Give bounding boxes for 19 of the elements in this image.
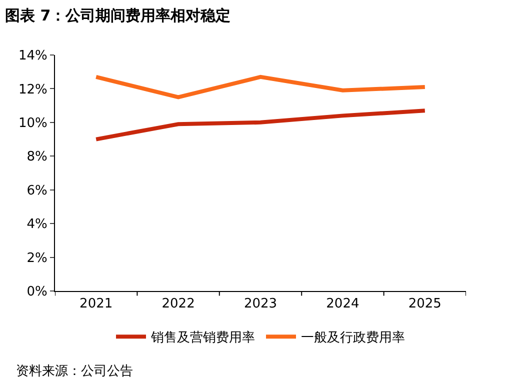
y-tick-label: 12% xyxy=(18,82,48,98)
x-tick-label: 2023 xyxy=(244,296,278,312)
y-tick-label: 10% xyxy=(18,116,48,131)
y-tick-label: 0% xyxy=(26,284,48,300)
y-tick-label: 8% xyxy=(26,150,48,165)
legend-label: 销售及营销费用率 xyxy=(150,330,255,346)
y-tick-label: 14% xyxy=(18,48,48,64)
line-series xyxy=(94,108,427,142)
line-series xyxy=(94,74,427,100)
text: 资料来源：公司公告 xyxy=(16,364,133,379)
x-tick-label: 2022 xyxy=(162,296,195,312)
x-tick-label: 2021 xyxy=(80,296,113,312)
legend-label: 一般及行政费用率 xyxy=(301,330,405,346)
x-tick-label: 2024 xyxy=(326,296,360,312)
y-tick-label: 6% xyxy=(26,183,48,198)
y-tick-label: 2% xyxy=(26,250,48,266)
x-tick-label: 2025 xyxy=(408,296,442,312)
chart-title: 图表 7：公司期间费用率相对稳定 xyxy=(5,6,231,24)
y-tick-label: 4% xyxy=(26,217,48,232)
